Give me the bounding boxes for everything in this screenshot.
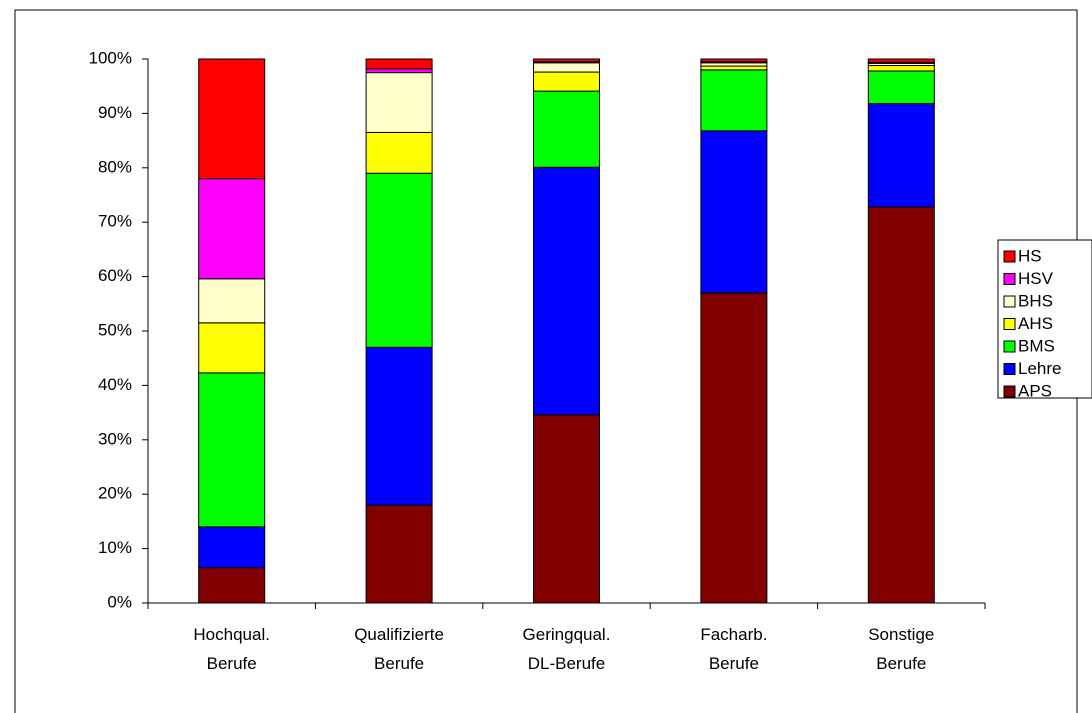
bar-segment	[867, 65, 935, 72]
y-tick-label: 50%	[98, 320, 132, 339]
bar-segment	[700, 130, 768, 294]
legend-swatch	[1003, 295, 1016, 308]
bar-segment	[533, 414, 600, 604]
bar-segment	[867, 70, 935, 105]
legend-swatch	[1003, 318, 1016, 330]
bar-segment	[867, 103, 935, 208]
bar-segment	[365, 504, 433, 604]
bar-segment	[198, 58, 266, 180]
x-tick-label: Geringqual. DL-Berufe	[522, 625, 611, 673]
bar-segment	[365, 58, 433, 70]
y-tick-label: 10%	[98, 538, 132, 557]
bar-segment	[700, 69, 768, 132]
bar-segment	[198, 567, 266, 604]
x-tick-label: Facharb. Berufe	[700, 625, 768, 673]
bar-segment	[365, 72, 433, 133]
bar-segment	[700, 58, 768, 63]
bar-segment	[867, 58, 935, 63]
y-tick-label: 20%	[98, 484, 132, 503]
legend-swatch	[1003, 340, 1016, 353]
y-tick-label: 40%	[98, 375, 132, 394]
legend-label: BMS	[1018, 336, 1055, 355]
y-tick-label: 90%	[98, 103, 132, 122]
y-tick-label: 60%	[98, 266, 132, 285]
legend-swatch	[1003, 273, 1016, 285]
bar-segment	[365, 172, 433, 348]
bar-segment	[198, 278, 266, 324]
bar-segment	[533, 166, 600, 416]
legend-swatch	[1003, 363, 1016, 375]
bar-segment	[533, 62, 600, 73]
legend-label: BHS	[1018, 291, 1053, 310]
x-tick-label: Qualifizierte Berufe	[354, 625, 444, 673]
y-tick-label: 30%	[98, 429, 132, 448]
y-tick-label: 80%	[98, 157, 132, 176]
legend-label: HS	[1018, 246, 1042, 265]
bar-segment	[198, 178, 266, 280]
legend-swatch	[1003, 385, 1016, 398]
x-tick-label: Hochqual. Berufe	[193, 625, 270, 673]
bar-segment	[198, 526, 266, 569]
legend-label: Lehre	[1018, 359, 1061, 378]
bar-segment	[365, 68, 433, 74]
y-tick-label: 0%	[107, 592, 132, 611]
bar-segment	[198, 372, 266, 528]
legend-label: HSV	[1018, 269, 1054, 288]
y-tick-label: 70%	[98, 212, 132, 231]
legend-label: APS	[1018, 381, 1052, 400]
y-tick-label: 100%	[89, 48, 132, 67]
bar-segment	[533, 90, 600, 168]
bar-segment	[198, 322, 266, 374]
bar-segment	[700, 65, 768, 71]
legend-label: AHS	[1018, 314, 1053, 333]
bar-segment	[533, 71, 600, 92]
x-tick-label: Sonstige Berufe	[868, 625, 935, 673]
bar-segment	[700, 292, 768, 604]
legend-swatch	[1003, 250, 1016, 263]
bar-segment	[867, 206, 935, 604]
bar-segment	[533, 58, 600, 63]
bar-segment	[365, 131, 433, 174]
bar-segment	[365, 346, 433, 506]
